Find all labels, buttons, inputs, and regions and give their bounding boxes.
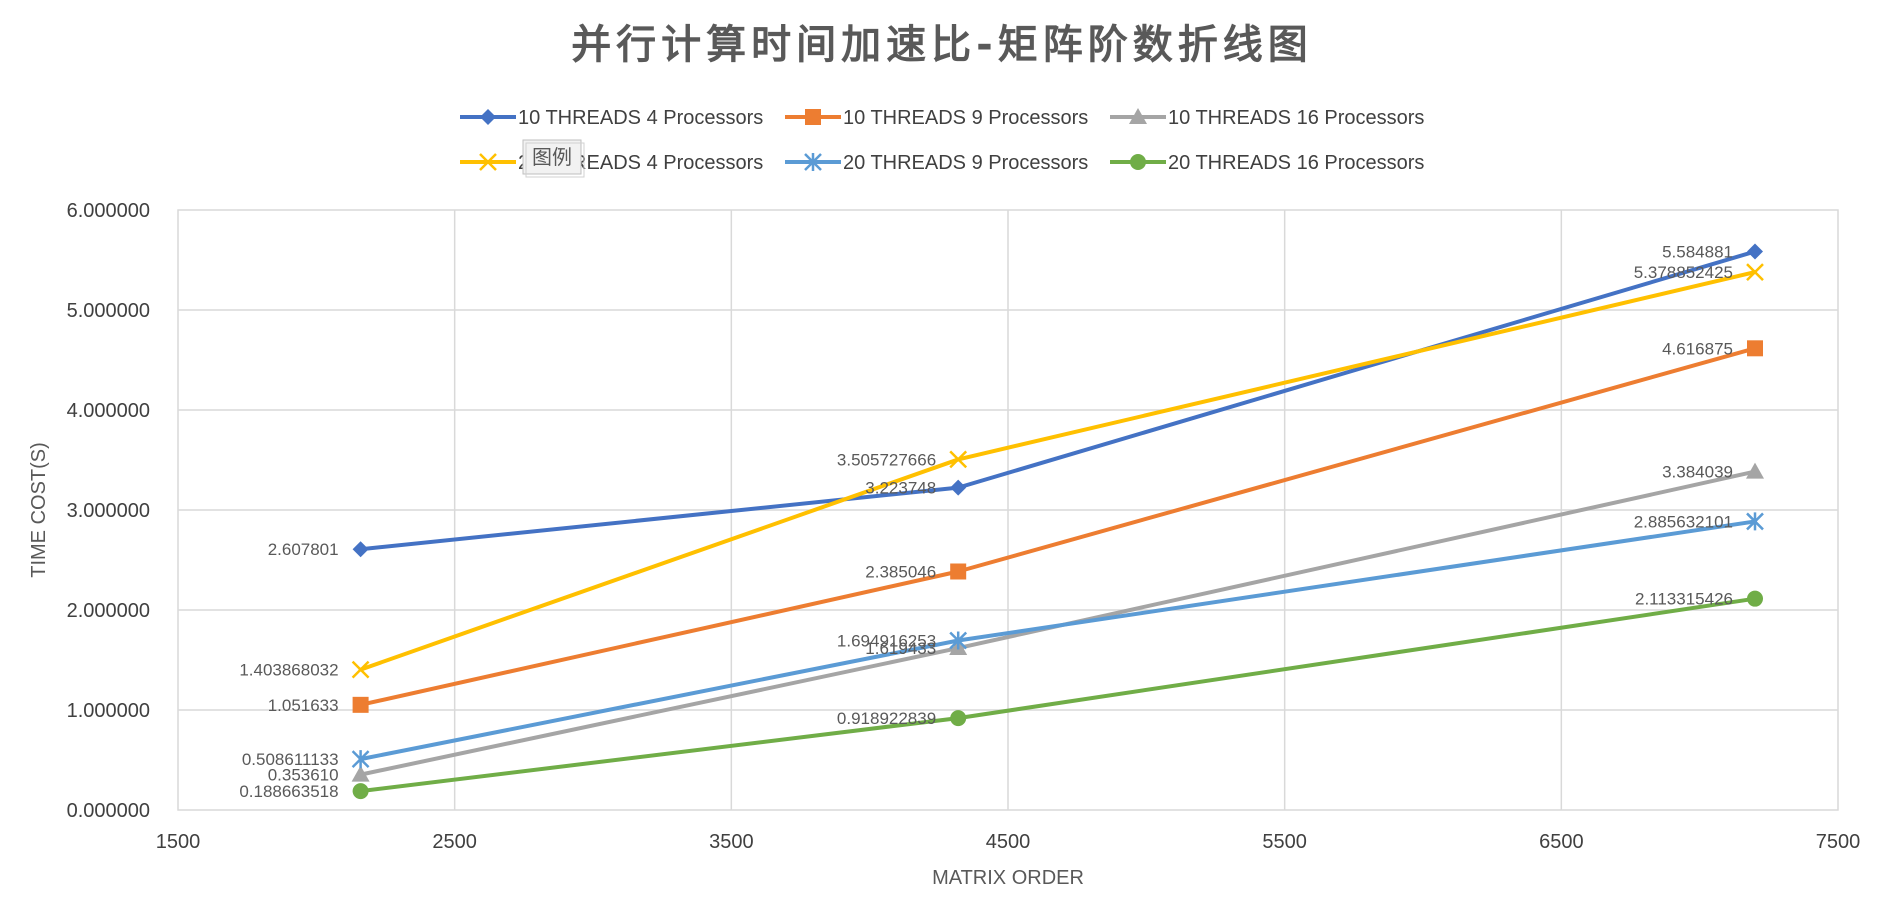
plot-area: 1500 2500 3500 4500 5500 6500 7500 0.000000 1.0…	[67, 200, 1861, 853]
x-tick-label: 6500	[1539, 831, 1584, 853]
legend-label: 10 THREADS 9 Processors	[843, 107, 1088, 129]
data-point-marker	[352, 696, 369, 713]
data-label: 1.694916253	[837, 632, 936, 651]
y-tick-label: 3.000000	[67, 500, 150, 522]
y-tick-label: 0.000000	[67, 800, 150, 822]
data-label: 3.384039	[1662, 463, 1733, 482]
data-label: 1.619433	[865, 639, 936, 658]
y-axis-title: TIME COST(S)	[28, 442, 50, 578]
series-line	[358, 519, 1757, 762]
data-label: 0.353610	[268, 766, 339, 785]
legend-label: 10 THREADS 16 Processors	[1168, 107, 1424, 129]
data-point-marker	[352, 783, 369, 800]
x-axis-ticks: 1500 2500 3500 4500 5500 6500 7500	[156, 831, 1861, 853]
y-axis-ticks: 0.000000 1.000000 2.000000 3.000000 4.000000…	[67, 200, 150, 822]
data-label: 5.584881	[1662, 243, 1733, 262]
data-point-marker	[1746, 462, 1764, 479]
chart-title: 并行计算时间加速比-矩阵阶数折线图	[571, 22, 1313, 68]
data-label: 2.113315426	[1635, 590, 1733, 609]
y-tick-label: 4.000000	[67, 400, 150, 422]
data-point-marker	[351, 765, 370, 782]
legend-label: 10 THREADS 4 Processors	[518, 107, 763, 129]
legend-marker	[1129, 108, 1147, 124]
legend-tag-box	[522, 139, 582, 175]
legend-tag-shadow	[525, 142, 585, 178]
data-label: 2.607801	[268, 540, 339, 559]
x-tick-label: 1500	[156, 831, 201, 853]
data-label: 3.223748	[865, 479, 936, 498]
legend-tooltip-tag: 图例	[522, 139, 585, 178]
data-label: 2.885632101	[1634, 512, 1733, 531]
data-point-marker	[1746, 512, 1764, 531]
data-label: 4.616875	[1662, 339, 1733, 358]
data-point-marker	[949, 631, 968, 650]
data-label: 0.508611133	[242, 750, 339, 769]
data-label: 1.403868032	[239, 661, 338, 680]
y-tick-label: 2.000000	[67, 600, 150, 622]
data-label: 3.505727666	[837, 450, 936, 469]
legend-marker	[805, 109, 821, 125]
series-markers	[351, 243, 1764, 800]
legend-label: 20 THREADS 9 Processors	[843, 152, 1088, 174]
x-tick-label: 5500	[1262, 831, 1307, 853]
data-labels: 2.607801 3.223748 5.584881 1.051633 2.385046…	[239, 243, 1733, 802]
legend-label: 20 THREADS 16 Processors	[1168, 152, 1424, 174]
legend-tag-text: 图例	[532, 145, 572, 169]
data-point-marker	[352, 541, 369, 558]
legend-marker	[1130, 154, 1146, 170]
y-tick-label: 5.000000	[67, 300, 150, 322]
data-point-marker	[351, 750, 370, 769]
data-label: 0.918922839	[837, 709, 936, 728]
data-label: 5.378852425	[1634, 263, 1733, 282]
data-point-marker	[949, 450, 968, 469]
data-label: 2.385046	[865, 562, 936, 581]
legend-marker	[479, 153, 497, 171]
chart-legend: 10 THREADS 4 Processors 10 THREADS 9 Proc…	[460, 107, 1424, 174]
x-tick-label: 7500	[1816, 831, 1861, 853]
series-line	[358, 249, 1757, 552]
legend-marker	[480, 109, 496, 125]
series-line	[358, 469, 1757, 777]
data-point-marker	[1746, 263, 1764, 281]
x-tick-label: 2500	[432, 831, 477, 853]
data-point-marker	[1747, 590, 1763, 607]
data-point-marker	[351, 660, 370, 679]
x-axis-title: MATRIX ORDER	[932, 867, 1084, 889]
y-tick-label: 6.000000	[67, 200, 150, 222]
x-tick-label: 4500	[986, 831, 1031, 853]
data-point-marker	[950, 710, 967, 727]
data-point-marker	[950, 479, 967, 496]
y-tick-label: 1.000000	[67, 700, 150, 722]
data-point-marker	[1747, 243, 1763, 260]
data-point-marker	[1747, 340, 1763, 357]
legend-marker	[804, 153, 822, 171]
data-label: 0.188663518	[239, 782, 338, 801]
x-tick-label: 3500	[709, 831, 754, 853]
data-point-marker	[950, 563, 967, 580]
data-label: 1.051633	[268, 696, 339, 715]
